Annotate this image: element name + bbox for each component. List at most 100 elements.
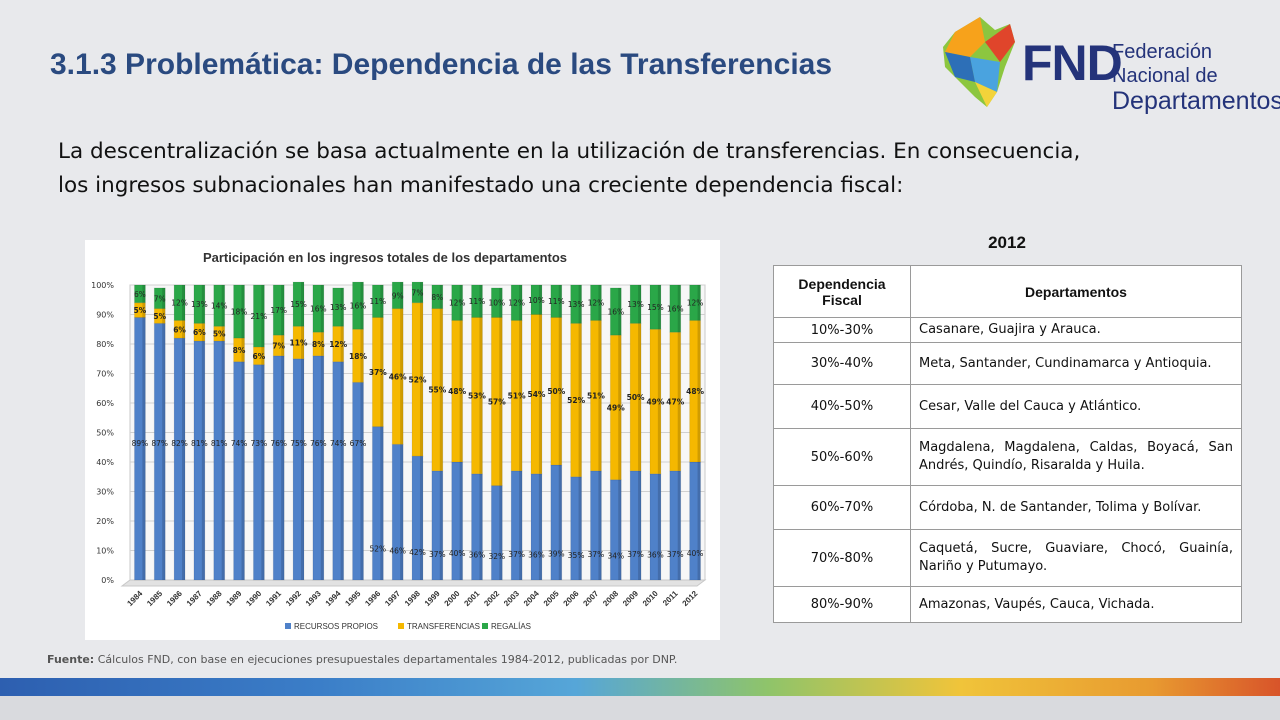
dependency-table: Dependencia Fiscal Departamentos 10%-30%… — [773, 265, 1242, 623]
data-label: 12% — [588, 299, 605, 308]
bar-regalias — [510, 284, 523, 321]
bar-regalias — [272, 284, 285, 336]
bar-recursos-propios-shade — [241, 361, 245, 580]
bar-regalias — [550, 284, 563, 318]
bar-recursos-propios-shade — [162, 323, 166, 580]
data-label: 82% — [171, 439, 188, 448]
y-tick-label: 90% — [96, 311, 114, 320]
bar-regalias-shade — [320, 285, 324, 333]
bar-regalias — [649, 284, 662, 330]
x-tick-label: 2010 — [641, 589, 660, 608]
bar-transferencias-shade — [578, 323, 582, 477]
bar-transferencias-shade — [439, 308, 443, 471]
bar-recursos-propios-shade — [519, 470, 523, 580]
bar-recursos-propios — [669, 470, 682, 581]
bar-recursos-propios-shade — [400, 444, 404, 580]
bar-regalias — [629, 284, 642, 324]
bar-recursos-propios — [252, 364, 265, 581]
bar-regalias-shade — [241, 285, 245, 339]
bar-recursos-propios-shade — [201, 341, 205, 580]
table-row: 10%-30% Casanare, Guajira y Arauca. — [773, 317, 1242, 343]
legend-swatch — [482, 623, 488, 629]
table-row: 50%-60% Magdalena, Magdalena, Caldas, Boy… — [773, 428, 1242, 486]
data-label: 11% — [370, 297, 387, 306]
legend-label: TRANSFERENCIAS — [407, 622, 480, 631]
y-tick-label: 60% — [96, 399, 114, 408]
plot-floor — [120, 579, 707, 587]
logo-name: Federación Nacional de Departamentos — [1112, 40, 1280, 114]
bar-transferencias — [411, 302, 424, 457]
data-label: 13% — [627, 300, 644, 309]
bar-regalias — [213, 284, 226, 327]
data-label: 14% — [211, 302, 228, 311]
x-tick-label: 2008 — [601, 589, 620, 608]
bar-regalias-shade — [677, 285, 681, 333]
bar-regalias-shade — [479, 285, 483, 318]
bar-transferencias-shade — [380, 317, 384, 427]
data-label: 37% — [369, 368, 387, 377]
bar-regalias — [411, 281, 424, 304]
colombia-map-logo-icon — [943, 17, 1015, 107]
data-label: 34% — [607, 551, 624, 560]
x-tick-label: 2003 — [502, 589, 521, 608]
data-label: 11% — [290, 339, 308, 348]
bar-transferencias-shade — [400, 308, 404, 445]
x-tick-label: 2011 — [661, 589, 680, 608]
bar-regalias-shade — [499, 287, 503, 318]
row-departments: Córdoba, N. de Santander, Tolima y Bolív… — [910, 485, 1242, 530]
bar-regalias-shade — [162, 287, 166, 309]
legend-label: REGALÍAS — [491, 622, 531, 631]
data-label: 47% — [666, 398, 684, 407]
bar-regalias — [391, 281, 404, 310]
data-label: 39% — [548, 549, 565, 558]
table-row: 80%-90% Amazonas, Vaupés, Cauca, Vichada. — [773, 586, 1242, 623]
bar-regalias-shade — [439, 285, 443, 309]
logo-name-line2: Departamentos — [1112, 87, 1280, 115]
bar-regalias — [451, 284, 464, 321]
data-label: 42% — [409, 548, 426, 557]
x-tick-label: 1999 — [423, 589, 442, 608]
bar-recursos-propios-shade — [578, 476, 582, 580]
x-tick-label: 2009 — [621, 589, 640, 608]
data-label: 15% — [290, 300, 307, 309]
x-tick-label: 1993 — [304, 589, 323, 608]
bar-transferencias-shade — [300, 326, 304, 359]
y-tick-label: 20% — [96, 517, 114, 526]
bar-transferencias-shade — [162, 308, 166, 324]
bar-transferencias-shade — [538, 314, 542, 474]
row-range: 70%-80% — [773, 529, 911, 587]
bar-recursos-propios — [490, 485, 503, 581]
data-label: 16% — [350, 302, 367, 311]
data-label: 75% — [290, 439, 307, 448]
data-label: 11% — [469, 297, 486, 306]
bar-regalias-shade — [281, 285, 285, 336]
bar-transferencias-shade — [638, 323, 642, 471]
bar-recursos-propios-shade — [677, 470, 681, 580]
bar-regalias — [173, 284, 186, 321]
data-label: 7% — [154, 294, 166, 303]
bar-transferencias-shade — [459, 320, 463, 462]
x-tick-label: 1986 — [165, 589, 184, 608]
y-tick-label: 40% — [96, 458, 114, 467]
bar-regalias — [471, 284, 483, 318]
data-label: 16% — [310, 305, 327, 314]
data-label: 15% — [647, 303, 664, 312]
data-label: 12% — [508, 299, 525, 308]
bar-transferencias-shade — [697, 320, 701, 462]
x-tick-label: 2012 — [681, 589, 700, 608]
data-label: 40% — [449, 549, 466, 558]
row-departments: Meta, Santander, Cundinamarca y Antioqui… — [910, 342, 1242, 385]
table-row: 40%-50% Cesar, Valle del Cauca y Atlántic… — [773, 384, 1242, 429]
bar-regalias — [233, 284, 246, 339]
chart-svg: Participación en los ingresos totales de… — [91, 250, 707, 631]
bar-transferencias-shade — [221, 326, 225, 342]
bar-recursos-propios-shade — [538, 473, 542, 580]
x-tick-label: 1989 — [225, 589, 244, 608]
bar-recursos-propios-shade — [182, 338, 186, 580]
data-label: 9% — [392, 291, 404, 300]
data-label: 37% — [667, 550, 684, 559]
chart-title: Participación en los ingresos totales de… — [203, 250, 567, 265]
data-label: 89% — [132, 439, 149, 448]
data-label: 16% — [607, 308, 624, 317]
intro-line-2: los ingresos subnacionales han manifesta… — [58, 173, 904, 198]
